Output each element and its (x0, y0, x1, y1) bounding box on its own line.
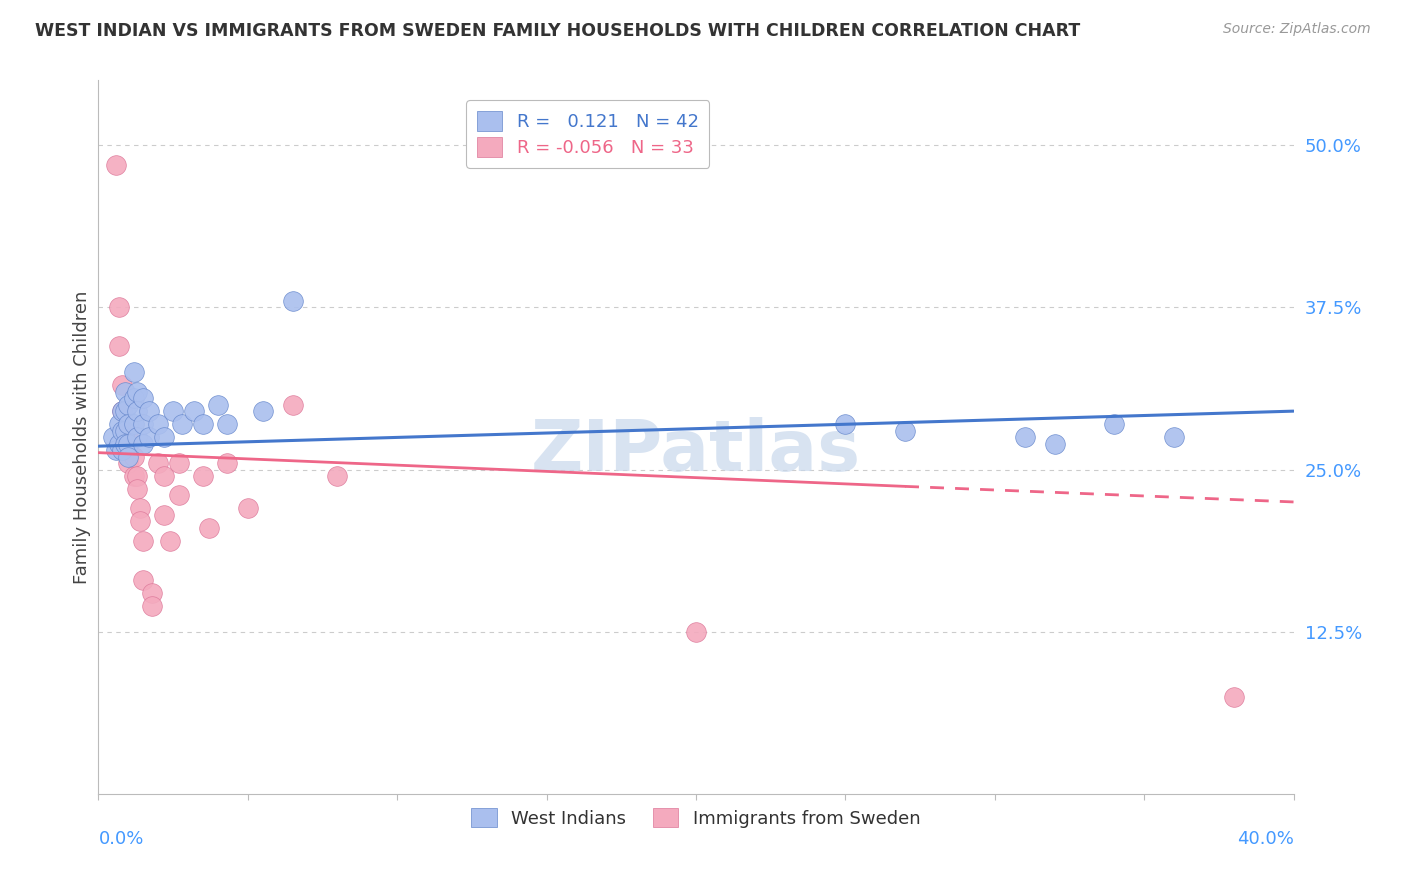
Text: 40.0%: 40.0% (1237, 830, 1294, 847)
Point (117, 417, 139, 431)
Point (127, 404, 149, 418)
Legend: West Indians, Immigrants from Sweden: West Indians, Immigrants from Sweden (461, 797, 931, 838)
Point (127, 384, 149, 399)
Point (183, 404, 205, 418)
Point (111, 443, 134, 458)
Point (111, 424, 134, 438)
Point (132, 417, 155, 431)
Text: Source: ZipAtlas.com: Source: ZipAtlas.com (1223, 22, 1371, 37)
Point (124, 450, 146, 464)
Point (326, 469, 349, 483)
Point (1014, 430, 1036, 444)
Point (108, 436, 131, 450)
Point (138, 430, 160, 444)
Point (117, 430, 139, 444)
Point (129, 501, 152, 516)
Point (141, 586, 163, 600)
Point (117, 456, 139, 470)
Text: WEST INDIAN VS IMMIGRANTS FROM SWEDEN FAMILY HOUSEHOLDS WITH CHILDREN CORRELATIO: WEST INDIAN VS IMMIGRANTS FROM SWEDEN FA… (35, 22, 1080, 40)
Point (124, 365, 146, 379)
Point (215, 417, 238, 431)
Point (252, 404, 274, 418)
Point (124, 391, 146, 405)
Point (114, 424, 136, 438)
Point (834, 417, 856, 431)
Point (111, 404, 134, 418)
Point (207, 398, 229, 412)
Point (153, 430, 176, 444)
Point (117, 436, 139, 450)
Point (1104, 417, 1126, 431)
Point (198, 521, 221, 535)
Point (124, 417, 146, 431)
Point (132, 391, 155, 405)
Point (132, 436, 155, 450)
Point (114, 424, 136, 438)
Point (159, 533, 181, 548)
Text: ZIPatlas: ZIPatlas (531, 417, 860, 486)
Point (685, 624, 707, 639)
Point (894, 424, 917, 438)
Point (132, 573, 155, 587)
Text: 0.0%: 0.0% (98, 830, 143, 847)
Point (281, 293, 304, 308)
Point (153, 508, 176, 522)
Point (153, 469, 176, 483)
Point (127, 482, 149, 496)
Point (172, 417, 194, 431)
Point (117, 450, 139, 464)
Point (105, 158, 128, 172)
Point (114, 384, 136, 399)
Point (111, 404, 134, 418)
Point (111, 378, 134, 392)
Point (215, 456, 238, 470)
Point (1163, 430, 1185, 444)
Point (114, 436, 136, 450)
Point (167, 456, 190, 470)
Point (1043, 436, 1066, 450)
Point (141, 599, 163, 613)
Point (1223, 690, 1246, 704)
Point (127, 469, 149, 483)
Point (114, 404, 136, 418)
Y-axis label: Family Households with Children: Family Households with Children (73, 291, 91, 583)
Point (191, 417, 214, 431)
Point (132, 533, 155, 548)
Point (124, 469, 146, 483)
Point (162, 404, 184, 418)
Point (108, 417, 131, 431)
Point (148, 456, 170, 470)
Point (191, 469, 214, 483)
Point (108, 301, 131, 315)
Point (236, 501, 259, 516)
Point (281, 398, 304, 412)
Point (127, 430, 149, 444)
Point (114, 443, 136, 458)
Point (138, 404, 160, 418)
Point (105, 443, 128, 458)
Point (167, 488, 190, 502)
Point (148, 417, 170, 431)
Point (129, 515, 152, 529)
Point (108, 339, 131, 353)
Point (103, 430, 125, 444)
Point (117, 398, 139, 412)
